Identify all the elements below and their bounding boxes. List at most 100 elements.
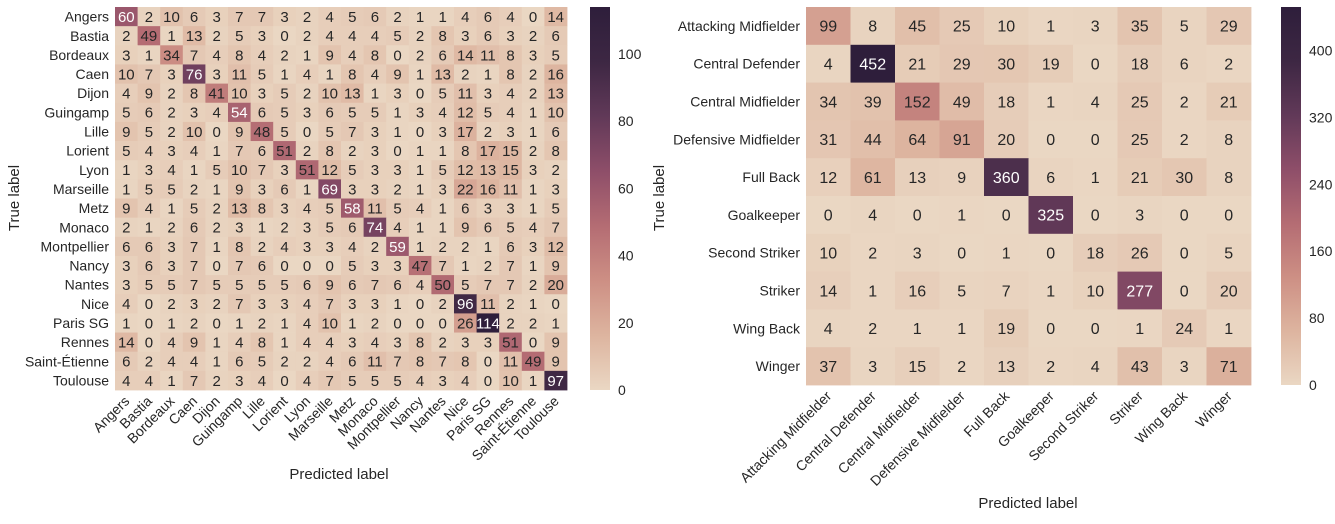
heatmap-cell [1162, 120, 1207, 159]
cell-value-label: 13 [231, 200, 248, 217]
heatmap-cell [544, 294, 568, 314]
heatmap-cell [431, 294, 455, 314]
heatmap-cell [160, 7, 184, 27]
heatmap-cell [1117, 196, 1163, 235]
heatmap-cell [115, 332, 138, 353]
cell-value-label: 1 [957, 208, 966, 225]
cell-value-label: 61 [864, 170, 882, 187]
cell-value-label: 7 [235, 258, 243, 275]
x-tick-label: Central Midfielder [834, 388, 923, 477]
heatmap-cell [250, 313, 274, 333]
heatmap-cell [1073, 82, 1118, 121]
cell-value-label: 3 [213, 9, 221, 26]
cell-value-label: 5 [371, 373, 379, 390]
heatmap-cell [408, 7, 432, 27]
heatmap-cell [408, 141, 432, 161]
heatmap-cell [850, 158, 896, 197]
cell-value-label: 8 [416, 354, 424, 371]
heatmap-cell [1206, 82, 1252, 121]
cell-value-label: 3 [326, 239, 334, 256]
cell-value-label: 2 [529, 86, 537, 103]
cell-value-label: 41 [208, 86, 225, 103]
cell-value-label: 0 [1091, 132, 1100, 149]
heatmap-cell [115, 313, 138, 333]
heatmap-cell [1206, 120, 1252, 159]
cell-value-label: 2 [439, 296, 447, 313]
heatmap-cell [228, 332, 251, 353]
cell-value-label: 12 [457, 162, 474, 179]
heatmap-cell [1073, 233, 1118, 272]
cell-value-label: 4 [868, 208, 877, 225]
heatmap-cell [476, 332, 500, 353]
cell-value-label: 5 [258, 354, 266, 371]
heatmap-cell [363, 294, 387, 314]
cell-value-label: 1 [416, 9, 424, 26]
heatmap-cell [499, 179, 523, 199]
cell-value-label: 0 [326, 258, 334, 275]
cell-value-label: 69 [321, 181, 338, 198]
cell-value-label: 1 [1046, 94, 1055, 111]
heatmap-cell [228, 141, 251, 161]
cell-value-label: 0 [393, 47, 401, 64]
heatmap-cell [137, 141, 161, 161]
cell-value-label: 3 [167, 239, 175, 256]
cell-value-label: 5 [348, 105, 356, 122]
heatmap-cell [273, 294, 297, 314]
heatmap-cell [137, 351, 161, 372]
heatmap-cell [939, 309, 985, 348]
heatmap-cell [160, 141, 184, 161]
colorbar-tick-label: 400 [1309, 42, 1333, 58]
heatmap-cell [341, 332, 364, 353]
heatmap-cell [1028, 158, 1074, 197]
heatmap-cell [939, 158, 985, 197]
heatmap-cell [1028, 309, 1074, 348]
heatmap-cell [295, 160, 319, 180]
cell-value-label: 9 [552, 354, 560, 371]
y-tick-label: Nancy [69, 258, 109, 274]
cell-value-label: 10 [231, 86, 248, 103]
cell-value-label: 360 [993, 170, 1020, 187]
cell-value-label: 4 [506, 105, 514, 122]
heatmap-cell [544, 64, 568, 84]
heatmap-cell [386, 7, 410, 27]
cell-value-label: 5 [122, 105, 130, 122]
heatmap-cell [386, 370, 410, 391]
heatmap-cell [521, 294, 545, 314]
heatmap-cell [160, 294, 184, 314]
heatmap-cell [115, 351, 138, 372]
heatmap-cell [228, 275, 251, 295]
heatmap-cell [160, 121, 184, 142]
heatmap-cell [408, 198, 432, 219]
cell-value-label: 4 [303, 66, 311, 83]
heatmap-cell [115, 294, 138, 314]
heatmap-cell [454, 217, 477, 238]
cell-value-label: 8 [506, 66, 514, 83]
cell-value-label: 4 [506, 9, 514, 26]
cell-value-label: 1 [213, 239, 221, 256]
heatmap-cell [318, 294, 342, 314]
cell-value-label: 49 [141, 28, 158, 45]
heatmap-cell [476, 83, 500, 104]
heatmap-cell [476, 294, 500, 314]
cell-value-label: 6 [258, 258, 266, 275]
cell-value-label: 6 [190, 9, 198, 26]
cell-value-label: 3 [393, 162, 401, 179]
heatmap-cell [318, 141, 342, 161]
heatmap-cell [295, 255, 319, 276]
heatmap-cell [160, 64, 184, 84]
heatmap-cell [408, 351, 432, 372]
heatmap-cell [363, 45, 387, 65]
cell-value-label: 4 [326, 335, 334, 352]
cell-value-label: 0 [1002, 208, 1011, 225]
heatmap-cell [544, 141, 568, 161]
cell-value-label: 1 [393, 296, 401, 313]
heatmap-cell [476, 313, 500, 333]
heatmap-cell [431, 236, 455, 257]
cell-value-label: 8 [258, 335, 266, 352]
heatmap-cell [182, 255, 206, 276]
cell-value-label: 13 [480, 162, 497, 179]
cell-value-label: 21 [1220, 94, 1238, 111]
cell-value-label: 4 [213, 105, 221, 122]
cell-value-label: 25 [953, 19, 971, 36]
cell-value-label: 1 [439, 220, 447, 237]
